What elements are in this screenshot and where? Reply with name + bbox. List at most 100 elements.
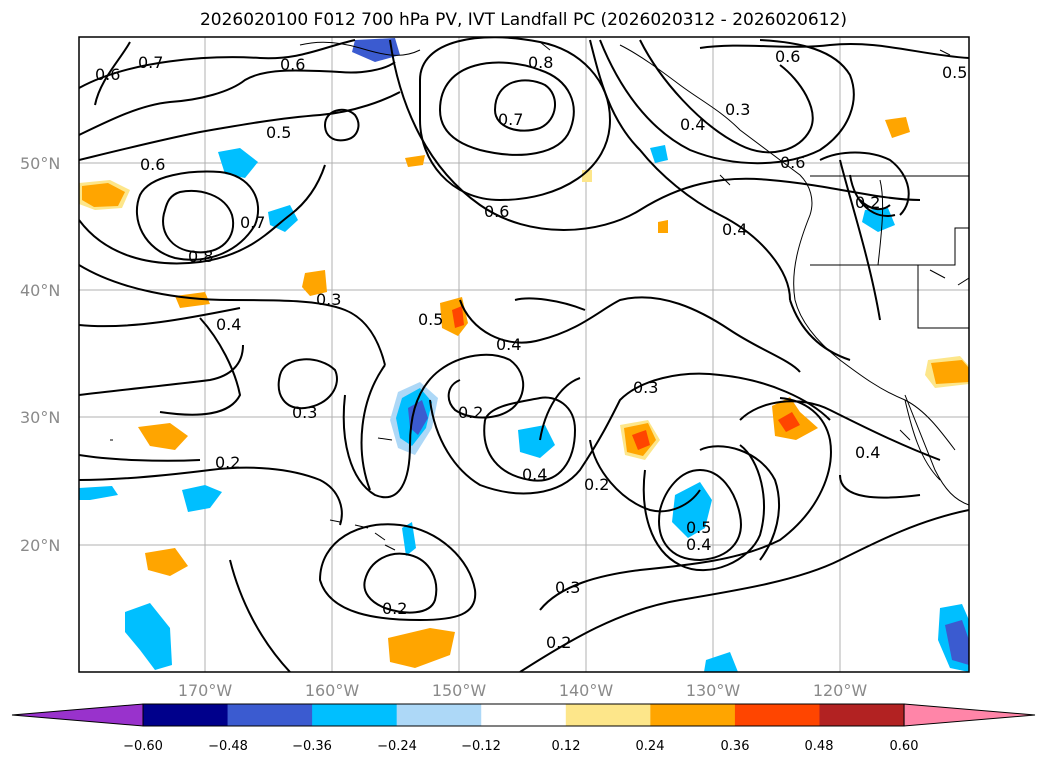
colorbar-segment [650, 704, 736, 726]
colorbar-segment [819, 704, 905, 726]
colorbar-tick-label: −0.48 [208, 739, 248, 754]
positive-blob [388, 628, 455, 668]
lon-label: 120°W [813, 681, 868, 700]
positive-blob [82, 183, 125, 207]
contour-label: 0.4 [686, 535, 711, 554]
contour-label: 0.3 [316, 290, 341, 309]
positive-blob [632, 430, 650, 450]
colorbar-segment [143, 704, 229, 726]
contour-label: 0.2 [584, 475, 609, 494]
colorbar-outline [142, 703, 905, 727]
contour-label: 0.5 [942, 63, 967, 82]
chart-title: 2026020100 F012 700 hPa PV, IVT Landfall… [199, 10, 847, 30]
positive-blob [778, 412, 800, 432]
map-frame [78, 36, 970, 673]
colorbar-segment [312, 704, 398, 726]
colorbar-tick-label: −0.60 [123, 739, 163, 754]
colorbar-segment [734, 704, 820, 726]
negative-blob [862, 208, 895, 232]
contour-label: 0.2 [458, 403, 483, 422]
lat-label: 50°N [20, 154, 60, 173]
shaded-anomalies [79, 38, 969, 672]
contour-label: 0.2 [215, 453, 240, 472]
positive-blob [302, 270, 327, 296]
positive-blob [138, 423, 188, 450]
negative-blob [218, 148, 258, 178]
colorbar-tick-label: 0.24 [636, 739, 665, 754]
lon-label: 170°W [178, 681, 233, 700]
colorbar-segment [565, 704, 651, 726]
negative-blob [182, 485, 222, 512]
contour-label: 0.2 [855, 193, 880, 212]
negative-blob [79, 486, 118, 500]
lon-label: 150°W [432, 681, 487, 700]
latitude-labels: 50°N 40°N 30°N 20°N [20, 154, 60, 555]
positive-blob [452, 306, 464, 328]
contour-labels: 0.7 0.6 0.6 0.5 0.8 0.7 0.6 0.6 0.5 0.3 … [95, 47, 967, 652]
positive-blob [175, 292, 210, 308]
positive-blob [145, 548, 188, 576]
lon-label: 140°W [559, 681, 614, 700]
graticule [79, 37, 969, 672]
contour-label: 0.5 [418, 310, 443, 329]
negative-blob [672, 482, 712, 538]
colorbar-tick-label: 0.36 [721, 739, 750, 754]
colorbar-ticks: −0.60 −0.48 −0.36 −0.24 −0.12 0.12 0.24 … [123, 739, 918, 754]
colorbar-segment [396, 704, 482, 726]
colorbar-tick-label: −0.24 [377, 739, 417, 754]
longitude-labels: 170°W 160°W 150°W 140°W 130°W 120°W [178, 681, 868, 700]
positive-blob [658, 220, 668, 233]
contour-label: 0.4 [496, 335, 521, 354]
contour-label: 0.3 [292, 403, 317, 422]
colorbar-extend-left [11, 703, 144, 727]
lon-label: 160°W [305, 681, 360, 700]
colorbar-tick-label: 0.12 [552, 739, 581, 754]
negative-blob [268, 205, 298, 232]
contour-label: 0.2 [546, 633, 571, 652]
contour-label: 0.6 [775, 47, 800, 66]
contour-label: 0.5 [266, 123, 291, 142]
contour-label: 0.3 [555, 578, 580, 597]
colorbar-tick-label: −0.36 [292, 739, 332, 754]
contour-label: 0.3 [725, 100, 750, 119]
negative-blob [518, 425, 555, 458]
negative-blob [352, 38, 400, 62]
contour-label: 0.6 [780, 153, 805, 172]
negative-blob [650, 145, 668, 163]
contour-label: 0.7 [498, 110, 523, 129]
negative-blob [402, 522, 416, 556]
colorbar-segment [481, 704, 567, 726]
map-background [79, 37, 969, 672]
contour-label: 0.4 [216, 315, 241, 334]
contour-label: 0.5 [686, 518, 711, 537]
contour-label: 0.3 [633, 378, 658, 397]
negative-blob [125, 603, 172, 670]
contour-label: 0.6 [280, 55, 305, 74]
negative-blob [408, 400, 428, 435]
negative-blob [945, 620, 969, 665]
contour-label: 0.6 [95, 65, 120, 84]
colorbar-tick-label: −0.12 [461, 739, 501, 754]
contour-label: 0.4 [855, 443, 880, 462]
positive-blob [931, 360, 969, 384]
positive-blob [405, 155, 425, 167]
colorbar-extend-right [903, 703, 1036, 727]
contour-label: 0.4 [680, 115, 705, 134]
contour-label: 0.4 [722, 220, 747, 239]
positive-blob [885, 117, 910, 138]
lon-label: 130°W [686, 681, 741, 700]
contour-label: 0.4 [522, 465, 547, 484]
colorbar [11, 703, 1036, 727]
coastlines [110, 41, 969, 551]
contour-label: 0.2 [382, 599, 407, 618]
negative-blob [704, 652, 738, 672]
contour-label: 0.8 [528, 53, 553, 72]
lat-label: 30°N [20, 408, 60, 427]
contour-label: 0.7 [240, 213, 265, 232]
contour-label: 0.7 [138, 53, 163, 72]
contour-label: 0.6 [484, 202, 509, 221]
colorbar-segment [227, 704, 313, 726]
colorbar-tick-label: 0.60 [890, 739, 919, 754]
colorbar-tick-label: 0.48 [805, 739, 834, 754]
